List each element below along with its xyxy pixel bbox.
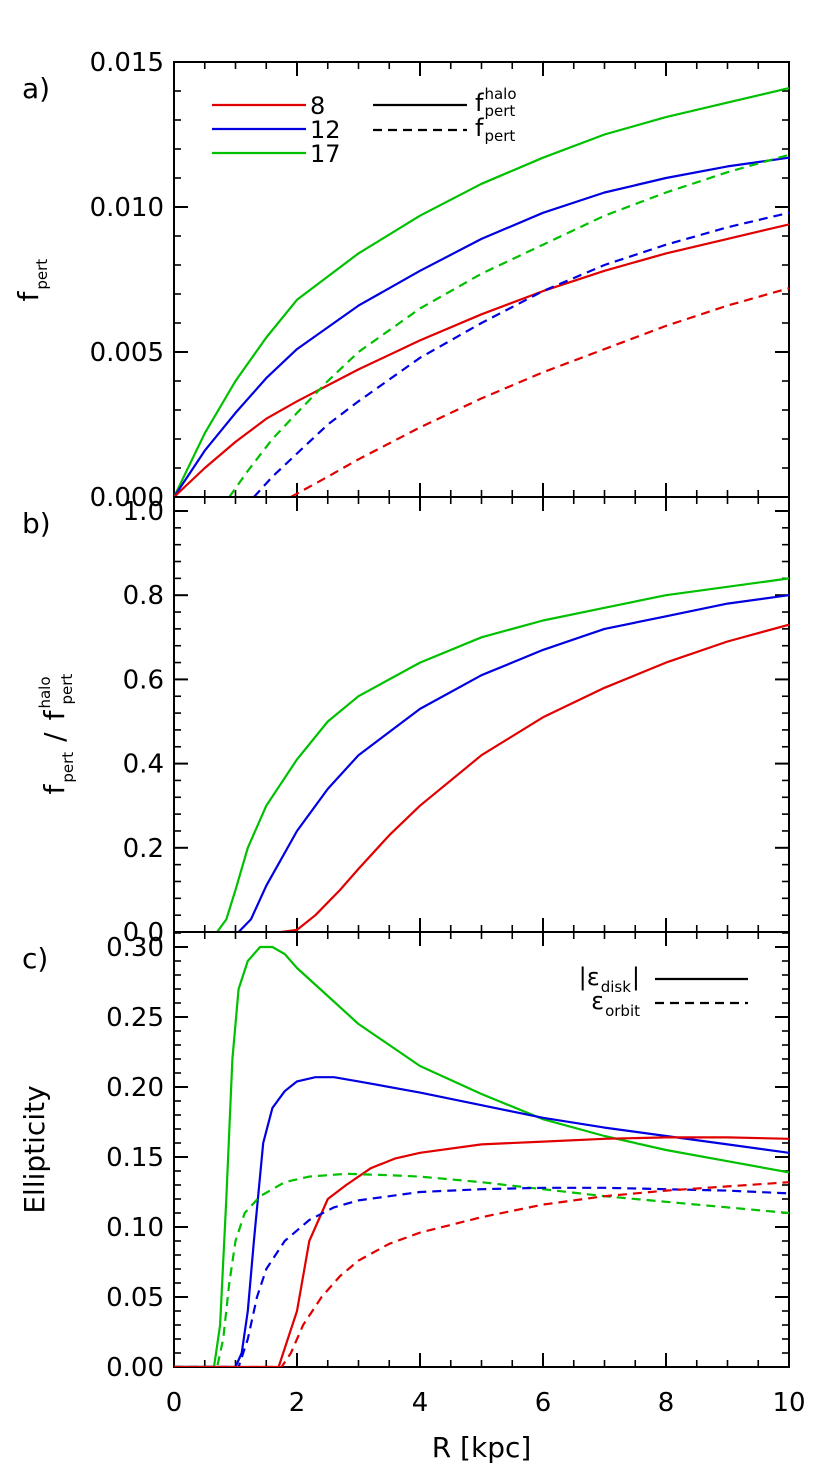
series-line-c8-solid [174,223,789,497]
y-tick-label: 0.010 [90,193,164,223]
y-tick-label: 0.015 [90,48,164,78]
panel-c: 0.00 0.05 0.10 0.15 0.20 0.25 0.30 c) 0 2 4 6 8 10 R [… [18,931,806,1464]
y-tick-label: 0.005 [90,338,164,368]
series-line-c12-dashed [253,211,789,497]
y-tick-label: 0.20 [106,1073,164,1103]
y-tick-label: 1.0 [123,497,164,527]
y-tick-label: 0.00 [106,1353,164,1383]
series-line-c12-solid [174,1076,789,1367]
x-tick-label: 4 [412,1388,429,1418]
series-line-c12-solid [174,156,789,497]
series-line-c12-dashed [174,1186,789,1367]
panel-b: 0.0 0.2 0.4 0.6 0.8 1.0 b) fpert/fhalo pert [22,496,790,948]
y-tick-label: 0.15 [106,1143,164,1173]
y-tick-label: 0.8 [123,581,164,611]
panel-label: b) [22,507,51,540]
y-axis-title: fpert/fhalo pert [36,674,77,795]
y-tick-label: 0.10 [106,1213,164,1243]
panel-label: a) [22,72,50,105]
legend-label-solid: fhalo pert [475,85,517,120]
series-line-c12-solid [237,594,789,932]
panel-label: c) [22,942,48,975]
x-tick-label: 8 [658,1388,675,1418]
y-tick-label: 0.6 [123,665,164,695]
y-tick-label: 0.0 [123,918,164,948]
y-tick-label: 0.000 [90,483,164,513]
legend-label-8: 8 [310,92,325,120]
series-line-c17-solid [174,945,789,1367]
y-tick-label: 0.25 [106,1003,164,1033]
legend-label-solid: |εdisk| [579,963,640,996]
series-line-c8-solid [174,1136,789,1367]
y-tick-label: 0.2 [123,834,164,864]
legend-label-12: 12 [310,116,341,144]
series-line-c8-dashed [174,1181,789,1367]
plot-frame [173,496,790,933]
x-tick-label: 2 [289,1388,306,1418]
series-line-c8-solid [281,623,789,932]
plot-frame [173,931,790,1368]
y-tick-label: 0.05 [106,1283,164,1313]
x-axis-title: R [kpc] [432,1431,532,1464]
series-line-c17-solid [174,87,789,497]
x-tick-label: 10 [772,1388,805,1418]
y-axis-title: Ellipticity [18,1085,51,1213]
y-tick-label: 0.30 [106,933,164,963]
series-line-c8-dashed [290,287,789,497]
series-line-c17-dashed [228,153,789,497]
x-tick-label: 6 [535,1388,552,1418]
y-tick-label: 0.4 [123,750,164,780]
legend-label-17: 17 [310,140,341,168]
x-tick-label: 0 [166,1388,183,1418]
y-axis-title: fpert [12,259,51,302]
series-line-c17-solid [216,577,789,932]
